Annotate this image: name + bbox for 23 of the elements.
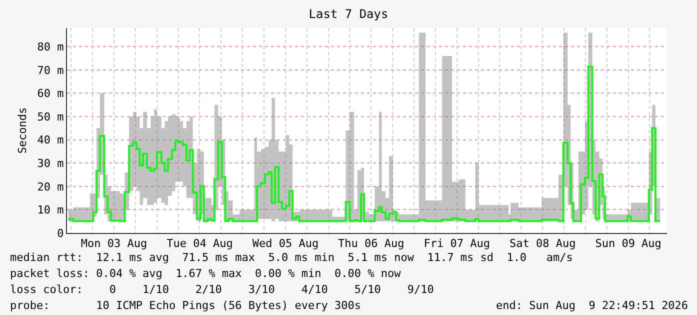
y-tick-label: 40 m [37, 134, 64, 147]
x-tick-label: Mon 03 Aug [80, 237, 148, 250]
y-tick-label: 60 m [37, 87, 64, 100]
chart-title: Last 7 Days [308, 7, 388, 22]
x-tick-label: Fri 07 Aug [424, 237, 490, 250]
text: loss color: 0 1/10 2/10 3/10 4/10 5/10 9/10 [10, 283, 434, 296]
x-tick-label: Thu 06 Aug [338, 237, 404, 250]
text: median rtt: 12.1 ms avg 71.5 ms max 5.0 ms min 5.1 ms now 11.7 ms sd 1.0 am/s [10, 251, 573, 264]
y-tick-label: 50 m [37, 110, 64, 124]
text: packet loss: 0.04 % avg 1.67 % max 0.00 % min 0.00 % now [10, 267, 402, 280]
x-tick-label: Wed 05 Aug [252, 237, 319, 250]
y-axis-title: Seconds [16, 107, 29, 154]
x-tick-label: Sun 09 Aug [595, 237, 662, 250]
y-tick-label: 70 m [37, 64, 64, 77]
text: end: Sun Aug 9 22:49:51 2026 [496, 299, 688, 312]
y-tick-label: 80 m [37, 40, 64, 54]
y-tick-label: 10 m [37, 204, 64, 217]
y-tick-label: 0 [57, 226, 64, 240]
y-tick-label: 30 m [37, 156, 64, 170]
x-tick-label: Tue 04 Aug [166, 237, 233, 250]
x-tick-label: Sat 08 Aug [509, 237, 576, 250]
y-tick-label: 20 m [37, 180, 64, 194]
text: probe: 10 ICMP Echo Pings (56 Bytes) every 300s [10, 299, 361, 312]
